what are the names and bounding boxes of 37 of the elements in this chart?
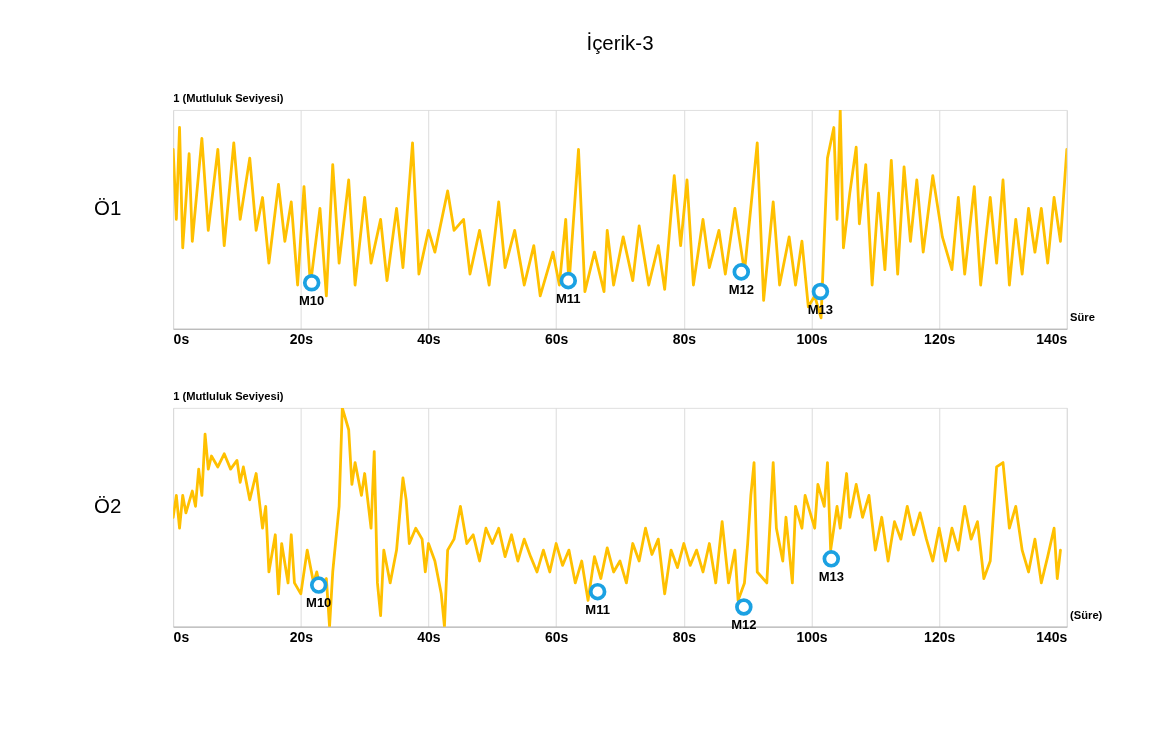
y-axis-title: 1 (Mutluluk Seviyesi): [173, 389, 284, 402]
annotation: M11: [585, 601, 610, 617]
x-axis-title: Süre: [1070, 310, 1095, 323]
annotation: M12: [728, 282, 754, 298]
point: [811, 282, 830, 301]
point: [302, 274, 321, 292]
x-tick-label: 20s: [289, 331, 314, 348]
x-tick-label: 120s: [924, 629, 956, 646]
y-axis-title: 1 (Mutluluk Seviyesi): [173, 91, 284, 104]
text: Ö2: [94, 493, 122, 517]
x-tick-label: 60s: [544, 331, 569, 348]
point: [822, 550, 841, 568]
x-tick-label: 140s: [1036, 629, 1068, 646]
x-tick-label: 40s: [417, 331, 441, 348]
point: [732, 263, 751, 281]
annotation: M13: [818, 569, 844, 585]
x-tick-label: 80s: [672, 629, 697, 646]
text: Ö1: [94, 195, 122, 219]
annotation: M10: [299, 293, 325, 309]
chart-title: İçerik-3: [586, 31, 654, 55]
x-tick-label: 40s: [417, 629, 441, 646]
x-tick-label: 0s: [173, 331, 190, 348]
x-tick-label: 60s: [544, 629, 569, 646]
x-tick-label: 100s: [796, 629, 828, 646]
x-tick-label: 0s: [173, 629, 190, 646]
x-tick-label: 140s: [1036, 331, 1068, 348]
annotation: M12: [731, 617, 757, 633]
x-axis-title: (Süre): [1070, 608, 1103, 621]
x-tick-label: 80s: [672, 331, 697, 348]
x-tick-label: 20s: [289, 629, 314, 646]
x-tick-label: 100s: [796, 331, 828, 348]
point: [309, 576, 328, 594]
point: [588, 582, 607, 601]
annotation: M11: [555, 290, 581, 306]
point: [559, 271, 578, 290]
point: [735, 598, 753, 616]
x-tick-label: 120s: [924, 331, 956, 348]
